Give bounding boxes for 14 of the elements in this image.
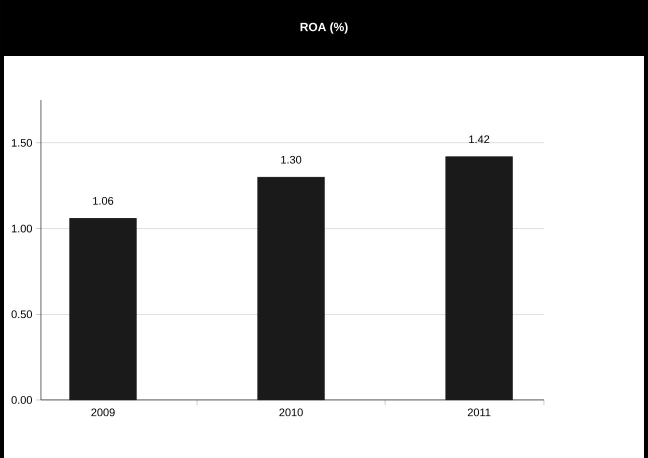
bar (445, 156, 513, 400)
x-tick-label: 2010 (279, 408, 303, 416)
data-label: 1.42 (469, 135, 490, 144)
y-tick-label: 0.50 (12, 310, 32, 318)
chart-title: ROA (%) (300, 22, 348, 34)
y-tick-label: 0.00 (12, 396, 32, 404)
bar (69, 218, 137, 400)
y-tick-label: 1.50 (12, 138, 32, 147)
data-label: 1.06 (93, 197, 114, 205)
x-tick-label: 2009 (91, 408, 115, 416)
data-label: 1.30 (281, 156, 302, 164)
x-tick-label: 2011 (468, 408, 490, 416)
bar (257, 176, 325, 400)
y-tick-label: 1.00 (12, 224, 32, 232)
